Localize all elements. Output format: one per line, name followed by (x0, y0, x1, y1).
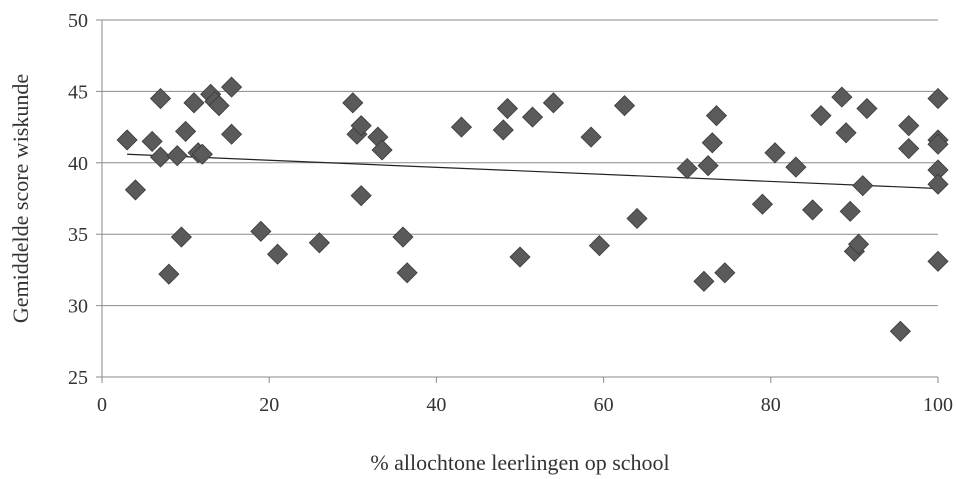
data-point (266, 243, 289, 265)
data-point (848, 233, 870, 255)
data-point (116, 129, 138, 151)
data-point (831, 86, 853, 108)
data-point (852, 175, 874, 197)
y-tick-label: 25 (68, 367, 88, 389)
y-tick-label: 50 (68, 10, 88, 32)
data-point (751, 193, 774, 215)
data-point (221, 76, 243, 98)
data-point (496, 97, 519, 120)
data-point (714, 262, 736, 284)
x-axis-title: % allochtone leerlingen op school (370, 450, 669, 475)
x-tick-label: 60 (594, 394, 614, 416)
data-point (221, 123, 243, 145)
data-point (898, 137, 920, 160)
data-point (183, 92, 205, 114)
data-point (889, 320, 911, 342)
y-tick-label: 35 (68, 224, 88, 246)
y-tick-label: 45 (68, 81, 88, 103)
data-point (542, 92, 565, 114)
x-tick-label: 20 (259, 394, 279, 416)
data-point (308, 232, 330, 254)
data-point (342, 92, 364, 114)
x-tick-label: 40 (426, 394, 446, 416)
data-point (580, 126, 602, 148)
data-point (492, 119, 514, 141)
data-point (450, 116, 473, 138)
data-point (588, 235, 610, 257)
data-point (626, 207, 648, 230)
x-tick-label: 100 (923, 394, 953, 416)
gridlines (102, 19, 938, 307)
data-point (158, 263, 180, 285)
data-point (149, 146, 172, 168)
data-point (927, 133, 949, 155)
data-point (839, 200, 861, 222)
data-point (835, 122, 857, 144)
data-point (856, 97, 878, 120)
data-point (764, 142, 786, 164)
data-point (898, 115, 920, 137)
data-point (191, 143, 213, 165)
data-point (705, 105, 728, 127)
data-point (697, 155, 719, 177)
data-point (396, 262, 418, 284)
data-point (392, 226, 414, 248)
data-point (350, 115, 372, 137)
axes (96, 19, 939, 383)
data-point (785, 156, 807, 178)
y-axis-title: Gemiddelde score wiskunde (8, 74, 33, 323)
data-point (693, 270, 715, 292)
data-point (927, 173, 949, 195)
x-tick-label: 0 (97, 394, 107, 416)
data-point (927, 87, 949, 110)
data-point (371, 139, 393, 161)
data-points (116, 76, 949, 342)
data-point (350, 185, 372, 207)
data-point (208, 95, 230, 117)
data-point (170, 226, 192, 248)
x-tick-label: 80 (761, 394, 781, 416)
data-point (521, 106, 544, 128)
data-point (166, 145, 188, 167)
y-tick-label: 30 (68, 296, 88, 318)
data-point (701, 132, 723, 154)
data-point (141, 130, 163, 152)
data-point (250, 220, 272, 242)
data-point (509, 246, 531, 268)
data-point (810, 105, 832, 127)
data-point (175, 120, 197, 142)
y-tick-labels: 25 30 35 40 45 50 (68, 10, 88, 389)
data-point (676, 157, 698, 180)
x-tick-labels: 0 20 40 60 80 100 (97, 394, 953, 416)
trendline (127, 153, 939, 190)
data-point (124, 179, 147, 201)
data-point (149, 87, 172, 110)
data-point (802, 199, 824, 221)
data-point (613, 95, 636, 117)
y-tick-label: 40 (68, 153, 88, 175)
data-point (927, 250, 949, 272)
